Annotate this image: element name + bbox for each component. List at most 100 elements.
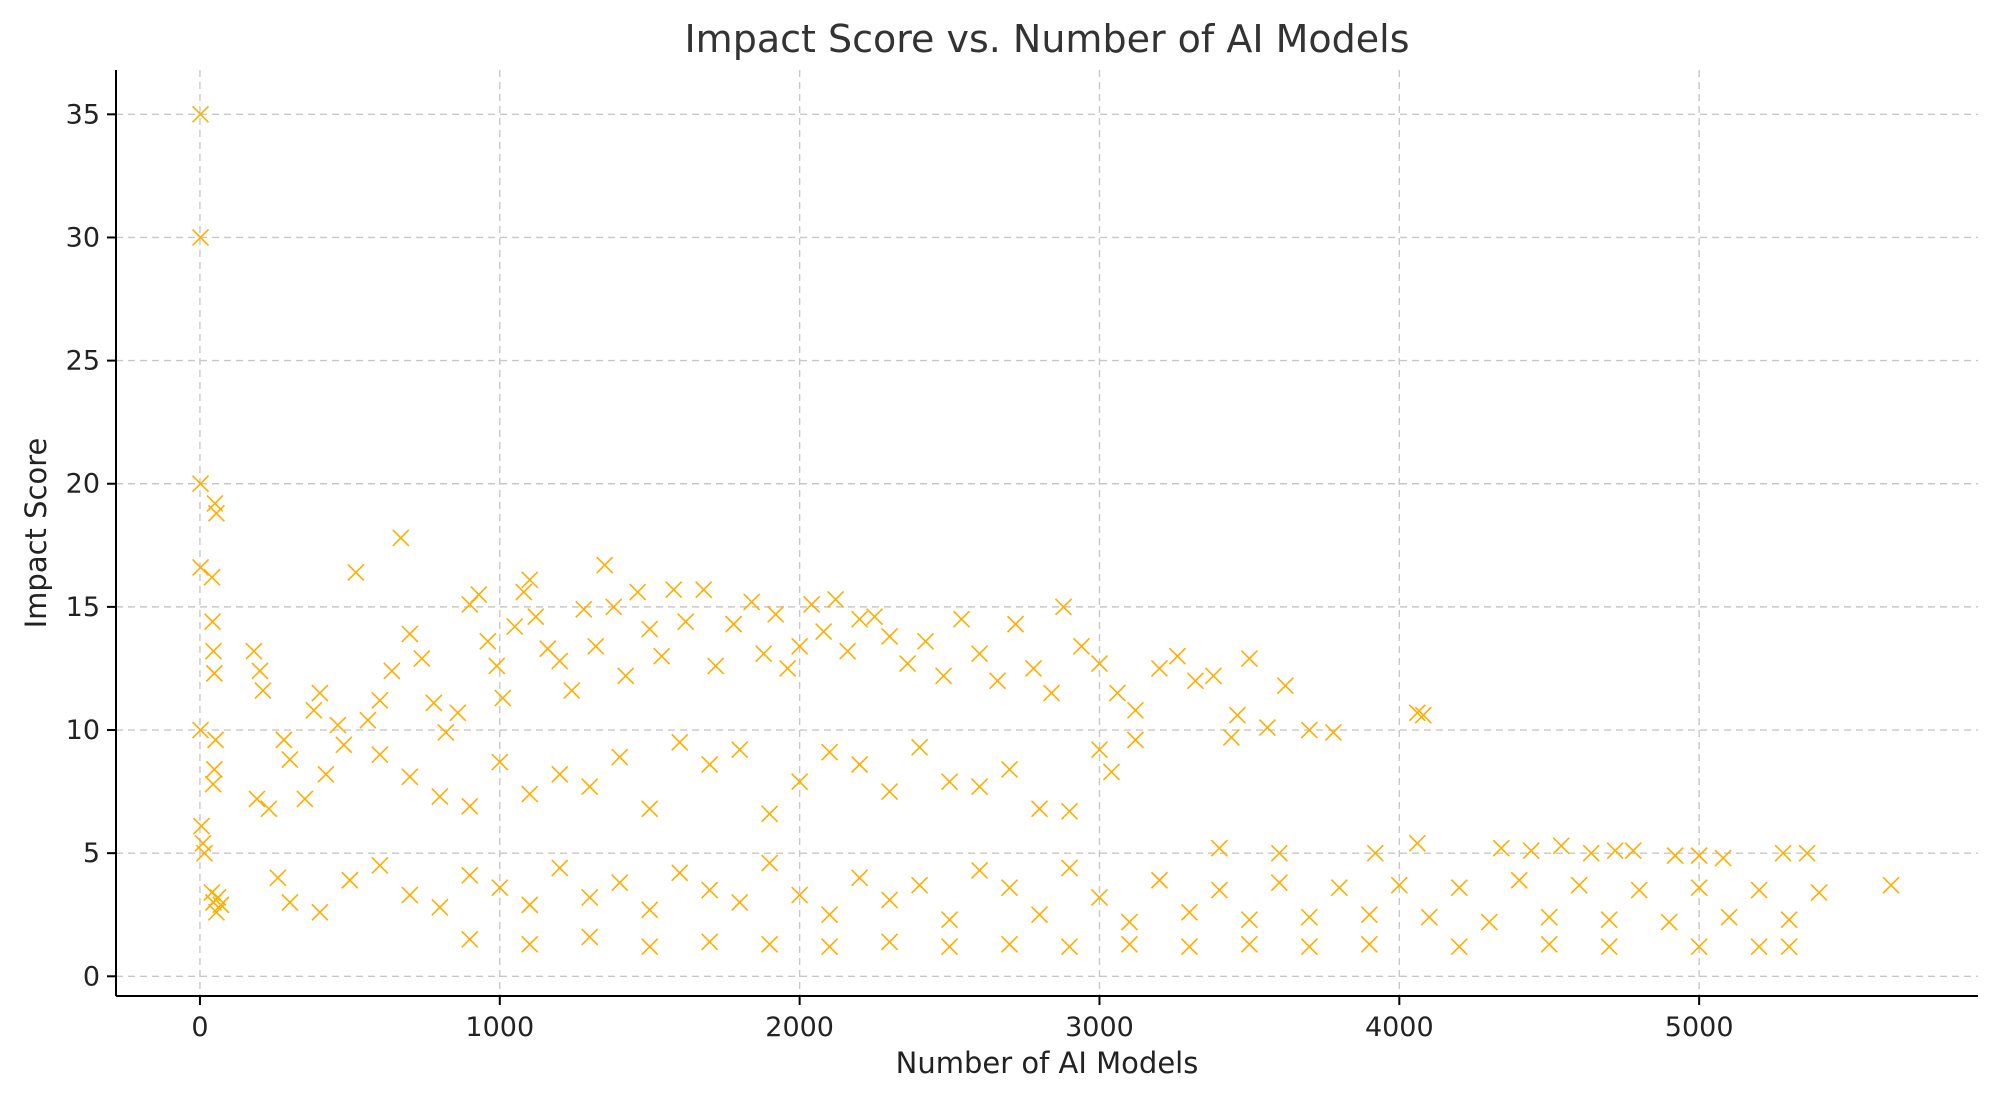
data-point <box>1180 938 1198 956</box>
data-point <box>1258 718 1276 737</box>
data-point <box>641 938 659 956</box>
data-point <box>1300 938 1318 956</box>
data-point <box>281 751 299 769</box>
data-points <box>191 105 1900 956</box>
data-point <box>311 903 329 921</box>
data-point <box>1690 938 1708 956</box>
x-tick-label: 2000 <box>765 1012 834 1043</box>
data-point <box>641 620 659 638</box>
data-point <box>851 869 869 887</box>
y-tick-label: 25 <box>66 346 100 377</box>
data-point <box>317 765 335 783</box>
data-point <box>461 797 479 815</box>
data-point <box>1810 883 1828 902</box>
data-point <box>815 622 833 641</box>
data-point <box>1750 881 1768 899</box>
data-point <box>1090 741 1109 759</box>
data-point <box>1420 908 1438 926</box>
data-point <box>1582 844 1600 862</box>
data-point <box>1120 935 1139 953</box>
data-point <box>1690 847 1708 865</box>
data-point <box>1060 859 1079 877</box>
data-point <box>207 504 226 522</box>
data-point <box>701 755 719 774</box>
data-point <box>1270 844 1288 862</box>
data-point <box>1222 728 1240 746</box>
data-point <box>851 610 869 628</box>
data-point <box>521 935 539 953</box>
data-point <box>281 893 299 911</box>
data-point <box>1450 879 1468 897</box>
data-point <box>1714 849 1732 867</box>
data-point <box>1030 800 1049 818</box>
data-point <box>205 664 223 682</box>
data-point <box>725 615 743 633</box>
data-point <box>204 775 222 793</box>
data-point <box>1390 876 1408 894</box>
data-point <box>821 938 839 956</box>
data-point <box>1000 760 1019 778</box>
data-point <box>191 228 210 247</box>
data-point <box>205 760 223 778</box>
y-tick-label: 10 <box>66 715 100 746</box>
data-point <box>1090 654 1109 673</box>
data-point <box>1240 935 1258 953</box>
data-point <box>881 783 899 801</box>
data-point <box>1606 842 1624 860</box>
data-point <box>521 571 539 589</box>
data-point <box>1366 844 1384 862</box>
data-point <box>1330 879 1348 897</box>
data-point <box>581 888 599 907</box>
data-point <box>515 583 533 601</box>
data-point <box>970 861 989 879</box>
data-point <box>1300 908 1318 926</box>
y-tick-label: 35 <box>66 99 100 130</box>
data-point <box>1270 874 1288 892</box>
data-point <box>1150 871 1169 889</box>
data-point <box>551 765 569 783</box>
data-point <box>449 704 467 722</box>
data-point <box>392 529 410 547</box>
data-point <box>1024 659 1043 678</box>
data-point <box>1168 647 1186 665</box>
data-point <box>1600 938 1618 956</box>
y-tick-label: 20 <box>66 469 100 500</box>
x-axis-label: Number of AI Models <box>896 1046 1199 1080</box>
data-point <box>305 701 323 719</box>
data-point <box>641 901 659 919</box>
data-point <box>401 886 419 904</box>
data-point <box>1492 839 1510 857</box>
data-point <box>1204 667 1222 685</box>
data-point <box>191 475 210 493</box>
data-point <box>248 790 266 808</box>
data-point <box>970 645 989 663</box>
data-point <box>1030 906 1049 924</box>
x-tick-label: 0 <box>191 1012 208 1043</box>
data-point <box>988 672 1007 690</box>
data-point <box>1660 913 1678 931</box>
data-point <box>940 938 959 956</box>
data-point <box>1360 906 1378 924</box>
data-point <box>1000 935 1019 953</box>
data-point <box>347 563 365 581</box>
data-point <box>581 928 599 946</box>
data-point <box>1666 847 1684 865</box>
data-point <box>461 930 479 948</box>
data-point <box>1150 659 1169 678</box>
data-point <box>779 659 797 678</box>
data-point <box>1180 903 1198 921</box>
data-point <box>1720 908 1738 926</box>
data-point <box>260 800 278 818</box>
data-point <box>1690 879 1708 897</box>
data-point <box>311 684 329 702</box>
data-point <box>671 733 689 751</box>
x-tick-label: 1000 <box>465 1012 534 1043</box>
data-point <box>911 876 929 894</box>
data-point <box>611 874 629 892</box>
data-point <box>1552 837 1570 855</box>
chart-title: Impact Score vs. Number of AI Models <box>684 17 1409 61</box>
data-point <box>461 866 479 884</box>
data-point <box>371 691 389 710</box>
data-point <box>1000 879 1019 897</box>
